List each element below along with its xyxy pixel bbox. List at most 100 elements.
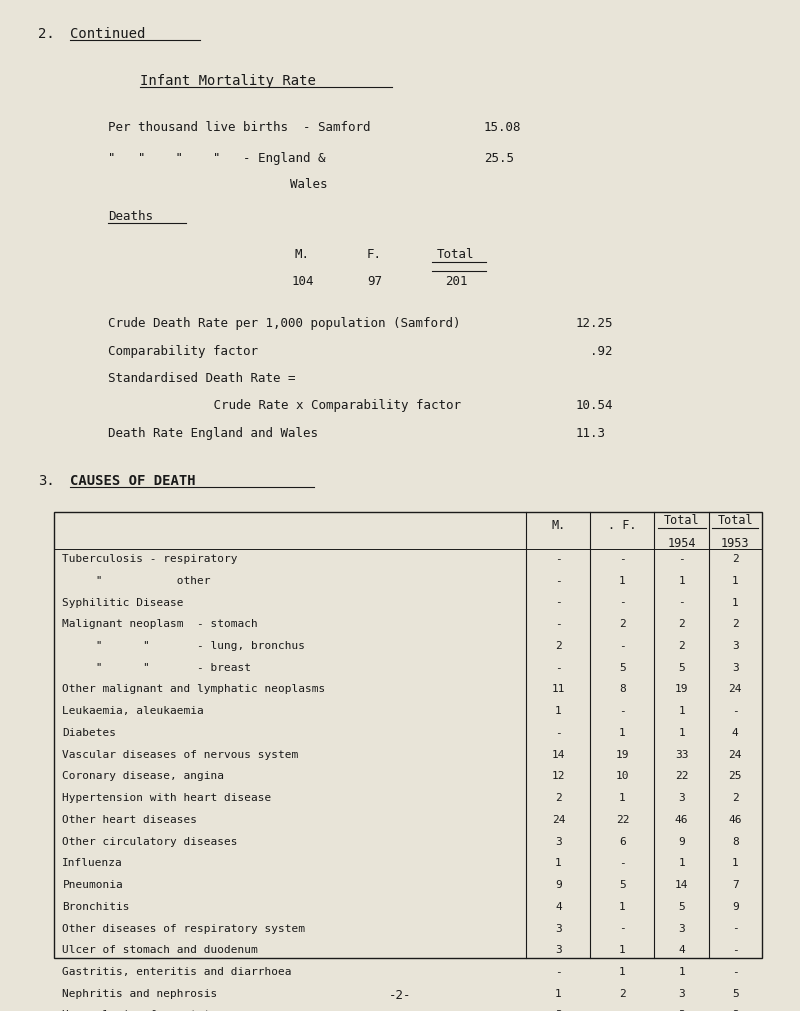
Text: -: - — [555, 728, 562, 738]
Text: -: - — [732, 924, 738, 933]
Text: M.: M. — [295, 248, 310, 261]
Text: 3: 3 — [678, 924, 685, 933]
Text: 10.54: 10.54 — [576, 399, 614, 412]
Text: Other malignant and lymphatic neoplasms: Other malignant and lymphatic neoplasms — [62, 684, 326, 695]
Text: Pneumonia: Pneumonia — [62, 881, 123, 890]
Text: -: - — [555, 576, 562, 585]
Text: 2: 2 — [678, 641, 685, 651]
Text: 2: 2 — [732, 620, 738, 629]
Text: -: - — [619, 554, 626, 564]
Text: 24: 24 — [729, 750, 742, 759]
Text: Syphilitic Disease: Syphilitic Disease — [62, 598, 184, 608]
Text: 1: 1 — [732, 598, 738, 608]
Text: 3: 3 — [732, 663, 738, 672]
Text: 2: 2 — [619, 620, 626, 629]
Text: 1: 1 — [732, 576, 738, 585]
Text: 11: 11 — [552, 684, 565, 695]
Text: 4: 4 — [678, 945, 685, 955]
Text: Total: Total — [438, 248, 474, 261]
Text: 1: 1 — [619, 945, 626, 955]
Text: 19: 19 — [616, 750, 629, 759]
Text: Hypertension with heart disease: Hypertension with heart disease — [62, 794, 272, 803]
Text: 1: 1 — [678, 728, 685, 738]
Text: 5: 5 — [732, 989, 738, 999]
Text: Other heart diseases: Other heart diseases — [62, 815, 198, 825]
Text: 8: 8 — [619, 684, 626, 695]
Text: "   "    "    "   - England &: " " " " - England & — [108, 152, 326, 165]
Text: 7: 7 — [732, 881, 738, 890]
Text: 2: 2 — [732, 554, 738, 564]
Text: "           other: " other — [62, 576, 211, 585]
Text: -: - — [619, 858, 626, 868]
Text: 1: 1 — [619, 902, 626, 912]
Text: 3: 3 — [678, 794, 685, 803]
Text: 12.25: 12.25 — [576, 317, 614, 331]
Text: 22: 22 — [616, 815, 629, 825]
Text: Ulcer of stomach and duodenum: Ulcer of stomach and duodenum — [62, 945, 258, 955]
Text: 1: 1 — [619, 576, 626, 585]
Text: -: - — [555, 598, 562, 608]
Text: -: - — [555, 663, 562, 672]
Text: 33: 33 — [675, 750, 688, 759]
Text: 2: 2 — [555, 794, 562, 803]
Text: 5: 5 — [619, 663, 626, 672]
Text: CAUSES OF DEATH: CAUSES OF DEATH — [70, 474, 196, 488]
Text: 201: 201 — [445, 275, 467, 288]
Text: Influenza: Influenza — [62, 858, 123, 868]
Text: -: - — [555, 554, 562, 564]
Text: 15.08: 15.08 — [484, 121, 522, 134]
Text: -: - — [555, 968, 562, 977]
Text: 1: 1 — [619, 794, 626, 803]
Text: -: - — [619, 707, 626, 716]
Text: 2.: 2. — [38, 27, 55, 41]
Text: Diabetes: Diabetes — [62, 728, 117, 738]
Text: 3: 3 — [555, 837, 562, 846]
Text: 2: 2 — [678, 620, 685, 629]
Text: Tuberculosis - respiratory: Tuberculosis - respiratory — [62, 554, 238, 564]
Text: 4: 4 — [732, 728, 738, 738]
Text: -: - — [678, 554, 685, 564]
Text: 12: 12 — [552, 771, 565, 782]
Text: -: - — [555, 620, 562, 629]
Text: 1: 1 — [555, 989, 562, 999]
Text: "      "       - breast: " " - breast — [62, 663, 251, 672]
Text: 1: 1 — [619, 728, 626, 738]
Text: 3: 3 — [555, 924, 562, 933]
Text: 9: 9 — [678, 837, 685, 846]
Text: Deaths: Deaths — [108, 210, 153, 223]
Text: M.: M. — [551, 519, 566, 532]
Text: 14: 14 — [675, 881, 688, 890]
Text: 3: 3 — [555, 945, 562, 955]
Text: Other circulatory diseases: Other circulatory diseases — [62, 837, 238, 846]
Text: 24: 24 — [552, 815, 565, 825]
Text: Wales: Wales — [290, 178, 327, 191]
Text: Crude Rate x Comparability factor: Crude Rate x Comparability factor — [176, 399, 461, 412]
Text: -: - — [619, 641, 626, 651]
Text: 104: 104 — [291, 275, 314, 288]
Text: 1953: 1953 — [721, 537, 750, 550]
Text: 1954: 1954 — [667, 537, 696, 550]
Text: -: - — [732, 968, 738, 977]
Text: Standardised Death Rate =: Standardised Death Rate = — [108, 372, 295, 385]
Text: 11.3: 11.3 — [576, 427, 606, 440]
Text: Total: Total — [664, 514, 699, 527]
Text: 97: 97 — [367, 275, 382, 288]
Text: 1: 1 — [678, 858, 685, 868]
Text: 1: 1 — [678, 707, 685, 716]
Text: Nephritis and nephrosis: Nephritis and nephrosis — [62, 989, 218, 999]
Text: Continued: Continued — [70, 27, 146, 41]
Text: 5: 5 — [678, 663, 685, 672]
Text: "      "       - lung, bronchus: " " - lung, bronchus — [62, 641, 306, 651]
Text: .92: .92 — [590, 345, 613, 358]
Text: Other diseases of respiratory system: Other diseases of respiratory system — [62, 924, 306, 933]
Text: 1: 1 — [619, 968, 626, 977]
Text: 22: 22 — [675, 771, 688, 782]
Text: Total: Total — [718, 514, 753, 527]
Text: 10: 10 — [616, 771, 629, 782]
Text: Malignant neoplasm  - stomach: Malignant neoplasm - stomach — [62, 620, 258, 629]
Text: Leukaemia, aleukaemia: Leukaemia, aleukaemia — [62, 707, 204, 716]
Text: 2: 2 — [555, 641, 562, 651]
Text: 25.5: 25.5 — [484, 152, 514, 165]
Text: Death Rate England and Wales: Death Rate England and Wales — [108, 427, 318, 440]
Text: 2: 2 — [732, 794, 738, 803]
